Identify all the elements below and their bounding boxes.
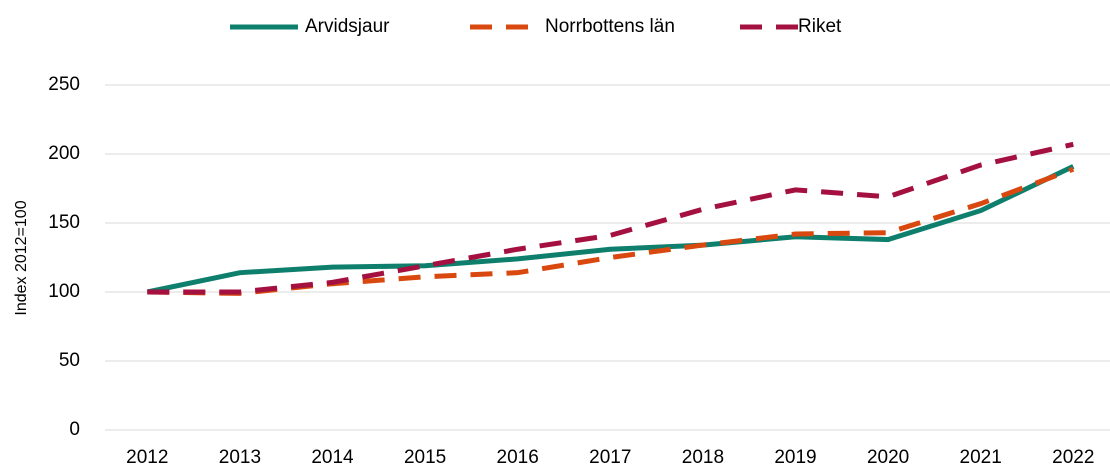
series-line xyxy=(146,164,1075,295)
y-axis-label: Index 2012=100 xyxy=(13,200,30,315)
y-tick-label: 100 xyxy=(48,281,80,302)
y-tick-label: 50 xyxy=(59,350,80,371)
x-tick-label: 2012 xyxy=(126,447,168,468)
x-tick-label: 2014 xyxy=(311,447,354,468)
legend-label: Norrbottens län xyxy=(545,16,675,37)
y-tick-label: 150 xyxy=(48,212,80,233)
series-line xyxy=(147,141,1074,295)
x-tick-label: 2020 xyxy=(867,447,909,468)
x-tick-label: 2017 xyxy=(589,447,631,468)
x-tick-label: 2019 xyxy=(774,447,816,468)
series-line xyxy=(147,166,1075,296)
y-tick-label: 0 xyxy=(69,419,80,440)
x-tick-label: 2022 xyxy=(1052,447,1094,468)
y-tick-label: 200 xyxy=(48,143,80,164)
x-tick-label: 2013 xyxy=(219,447,261,468)
y-tick-label: 250 xyxy=(48,74,80,95)
legend-label: Arvidsjaur xyxy=(305,16,390,37)
x-tick-label: 2018 xyxy=(682,447,724,468)
x-tick-label: 2016 xyxy=(497,447,539,468)
x-tick-label: 2021 xyxy=(960,447,1002,468)
legend-label: Riket xyxy=(798,16,842,37)
x-tick-label: 2015 xyxy=(404,447,446,468)
